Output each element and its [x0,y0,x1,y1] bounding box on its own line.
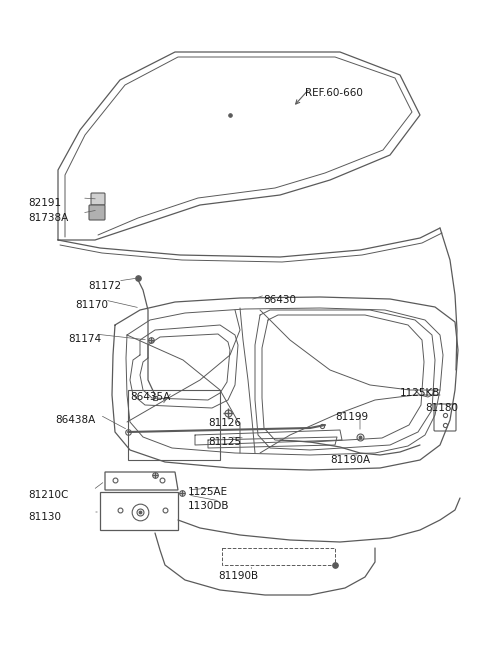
Text: 81190B: 81190B [218,571,258,581]
Text: REF.60-660: REF.60-660 [305,88,363,98]
Text: 86435A: 86435A [130,392,170,402]
Text: 86430: 86430 [263,295,296,305]
Text: 81190A: 81190A [330,455,370,465]
Text: 81172: 81172 [88,281,121,291]
Text: 81199: 81199 [335,412,368,422]
Text: 81738A: 81738A [28,213,68,223]
Text: 81174: 81174 [68,334,101,344]
Text: 1130DB: 1130DB [188,501,229,511]
Text: 1125AE: 1125AE [188,487,228,497]
Text: 81210C: 81210C [28,490,68,500]
Text: 81126: 81126 [208,418,241,428]
Text: 81130: 81130 [28,512,61,522]
Text: 86438A: 86438A [55,415,95,425]
Text: 81125: 81125 [208,437,241,447]
FancyBboxPatch shape [89,205,105,220]
Text: 1125KB: 1125KB [400,388,440,398]
FancyBboxPatch shape [91,193,105,205]
Text: 81180: 81180 [425,403,458,413]
Text: 81170: 81170 [75,300,108,310]
Text: 82191: 82191 [28,198,61,208]
